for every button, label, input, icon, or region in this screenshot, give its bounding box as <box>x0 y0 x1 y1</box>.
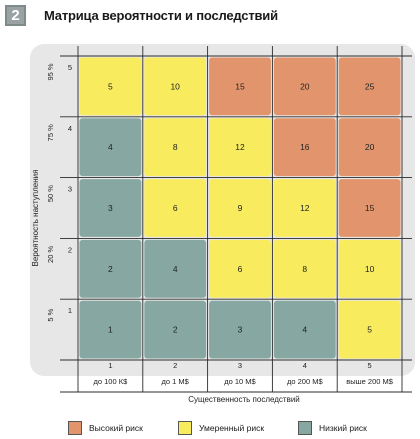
x-axis-title: Существенность последствий <box>188 395 300 404</box>
row-number: 1 <box>68 306 72 315</box>
cell-mid-r1-c1 <box>79 57 142 116</box>
cell-mid-r4-c5 <box>338 239 401 298</box>
cell-mid-r1-c2 <box>144 57 207 116</box>
cell-mid-r4-c3 <box>209 239 271 298</box>
legend-item-low: Низкий риск <box>298 421 367 435</box>
row-percent-label: 75 % <box>46 124 55 141</box>
row-percent-label: 95 % <box>46 63 55 80</box>
cell-low-r5-c4 <box>273 300 336 359</box>
cell-high-r3-c5 <box>338 179 401 237</box>
legend-label-mid: Умеренный риск <box>199 423 265 433</box>
row-percent-label: 20 % <box>46 246 55 263</box>
cell-mid-r3-c2 <box>144 179 207 237</box>
legend: Высокий риск Умеренный риск Низкий риск <box>0 421 420 439</box>
column-number: 1 <box>108 361 112 370</box>
cell-high-r2-c4 <box>273 118 336 177</box>
row-number: 5 <box>68 63 72 72</box>
cell-value: 8 <box>173 142 178 152</box>
cell-low-r5-c3 <box>209 300 271 359</box>
cell-low-r4-c2 <box>144 239 207 298</box>
cell-value: 15 <box>365 203 375 213</box>
cell-low-r5-c2 <box>144 300 207 359</box>
row-number: 4 <box>68 124 72 133</box>
row-number: 2 <box>68 245 72 254</box>
legend-label-high: Высокий риск <box>89 423 143 433</box>
legend-swatch-low <box>298 421 312 435</box>
y-axis-title: Вероятность наступления <box>31 170 40 267</box>
figure-number-badge: 2 <box>5 5 26 26</box>
cell-high-r2-c5 <box>338 118 401 177</box>
cell-value: 4 <box>302 325 307 335</box>
cell-high-r1-c5 <box>338 57 401 116</box>
cell-value: 16 <box>300 142 310 152</box>
cell-value: 12 <box>300 203 310 213</box>
row-percent-label: 50 % <box>46 185 55 202</box>
cell-value: 3 <box>108 203 113 213</box>
cell-value: 12 <box>235 142 245 152</box>
cell-value: 3 <box>238 325 243 335</box>
cell-low-r3-c1 <box>79 179 142 237</box>
cell-value: 8 <box>302 264 307 274</box>
cell-value: 20 <box>300 81 310 91</box>
cell-low-r4-c1 <box>79 239 142 298</box>
cell-mid-r2-c2 <box>144 118 207 177</box>
cell-value: 9 <box>238 203 243 213</box>
cell-mid-r3-c3 <box>209 179 271 237</box>
column-label: до 100 К$ <box>94 377 129 386</box>
cell-value: 5 <box>108 81 113 91</box>
cell-value: 4 <box>173 264 178 274</box>
cell-value: 2 <box>173 325 178 335</box>
cell-value: 25 <box>365 81 375 91</box>
cell-value: 6 <box>238 264 243 274</box>
cell-value: 5 <box>367 325 372 335</box>
legend-item-mid: Умеренный риск <box>178 421 264 435</box>
legend-swatch-mid <box>178 421 192 435</box>
cell-value: 1 <box>108 325 113 335</box>
cell-value: 6 <box>173 203 178 213</box>
cell-value: 2 <box>108 264 113 274</box>
cell-value: 10 <box>170 81 180 91</box>
cell-mid-r4-c4 <box>273 239 336 298</box>
column-number: 4 <box>303 361 307 370</box>
legend-swatch-high <box>68 421 82 435</box>
row-number: 3 <box>68 185 72 194</box>
column-label: до 200 М$ <box>287 377 323 386</box>
column-number: 5 <box>368 361 372 370</box>
cell-mid-r2-c3 <box>209 118 271 177</box>
column-number: 2 <box>173 361 177 370</box>
cell-value: 20 <box>365 142 375 152</box>
legend-label-low: Низкий риск <box>319 423 367 433</box>
cell-low-r5-c1 <box>79 300 142 359</box>
cell-value: 4 <box>108 142 113 152</box>
column-label: выше 200 М$ <box>346 377 393 386</box>
legend-item-high: Высокий риск <box>68 421 143 435</box>
column-label: до 1 М$ <box>162 377 190 386</box>
column-number: 3 <box>238 361 242 370</box>
cell-high-r1-c4 <box>273 57 336 116</box>
cell-value: 15 <box>235 81 245 91</box>
row-percent-label: 5 % <box>46 308 55 321</box>
page-title: Матрица вероятности и последствий <box>44 8 278 23</box>
cell-high-r1-c3 <box>209 57 271 116</box>
cell-low-r2-c1 <box>79 118 142 177</box>
cell-value: 10 <box>365 264 375 274</box>
cell-mid-r5-c5 <box>338 300 401 359</box>
column-label: до 10 М$ <box>224 377 256 386</box>
cell-mid-r3-c4 <box>273 179 336 237</box>
